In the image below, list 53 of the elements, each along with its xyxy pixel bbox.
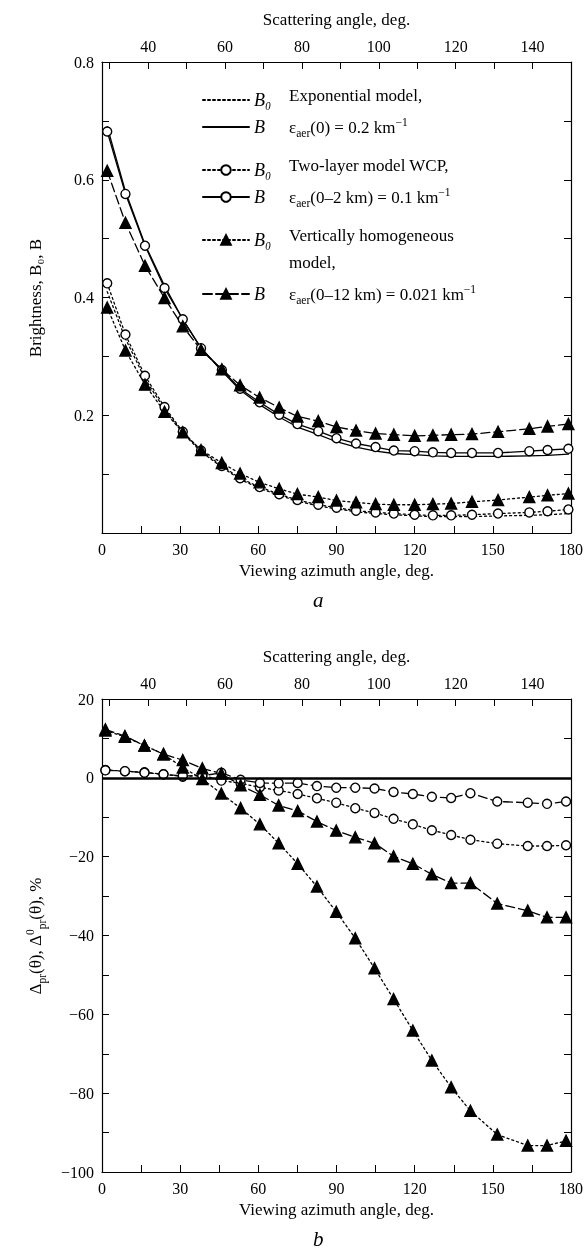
legend-label: B xyxy=(254,117,265,137)
x-tick-label: 90 xyxy=(328,540,345,558)
text: a xyxy=(313,588,324,613)
legend-label: B₀ xyxy=(254,90,272,110)
x2-tick-label: 120 xyxy=(443,674,468,692)
y-tick-label: −40 xyxy=(68,927,94,944)
x-tick-label: 90 xyxy=(328,1179,345,1197)
legend-label: B xyxy=(254,284,265,304)
y-tick-label: −80 xyxy=(68,1084,94,1102)
y-axis-title: Brightness, B₀, B xyxy=(26,238,47,357)
x2-tick-label: 100 xyxy=(366,674,391,692)
x2-axis-title: Scattering angle, deg. xyxy=(262,10,411,29)
annotation: Two-layer model WCP, ε$_{aer}$(0–2 km) = 0.1 km$^{−1}$ xyxy=(289,155,451,213)
x2-tick-label: 120 xyxy=(443,37,468,55)
x2-tick-label: 80 xyxy=(293,37,310,55)
annotation: Vertically homogeneous model, ε$_{aer}$(0–12 km) = 0.021 km$^{−1}$ xyxy=(289,225,477,310)
x-tick-label: 30 xyxy=(172,540,189,558)
y-tick-label: 20 xyxy=(78,690,94,708)
x2-tick-label: 60 xyxy=(217,37,234,55)
x2-tick-label: 140 xyxy=(520,37,545,55)
text: b xyxy=(313,1227,324,1252)
y-tick-label: −60 xyxy=(68,1005,94,1023)
y-tick-label: 0.2 xyxy=(74,406,94,424)
x2-tick-label: 60 xyxy=(217,674,234,692)
x-tick-label: 30 xyxy=(172,1179,189,1197)
x-tick-label: 120 xyxy=(402,540,427,558)
y-tick-label: 0.8 xyxy=(74,53,94,71)
y-tick-label: 0.6 xyxy=(74,171,94,189)
x2-axis-title: Scattering angle, deg. xyxy=(262,647,411,666)
annotation: Exponential model, ε$_{aer}$(0) = 0.2 km$^{−1}$ xyxy=(289,85,423,143)
x-axis-title: Viewing azimuth angle, deg. xyxy=(239,1199,434,1219)
x-tick-label: 150 xyxy=(480,1179,505,1197)
x-tick-label: 60 xyxy=(250,1179,267,1197)
x2-tick-label: 100 xyxy=(366,37,391,55)
y-tick-label: 0.4 xyxy=(74,289,94,306)
y-tick-label: 0 xyxy=(86,769,94,787)
x-tick-label: 0 xyxy=(98,540,106,558)
y-tick-label: −20 xyxy=(68,848,94,866)
x2-tick-label: 40 xyxy=(140,37,157,55)
x2-tick-label: 140 xyxy=(520,674,545,692)
x-tick-label: 180 xyxy=(559,1179,583,1197)
y-tick-label: −100 xyxy=(60,1163,94,1181)
x-axis-title: Viewing azimuth angle, deg. xyxy=(239,560,434,580)
legend-label: B₀ xyxy=(254,230,272,250)
x-tick-label: 180 xyxy=(559,540,583,558)
legend-label: B xyxy=(254,187,265,207)
x2-tick-label: 40 xyxy=(140,674,157,692)
x-tick-label: 60 xyxy=(250,540,267,558)
x-tick-label: 0 xyxy=(98,1179,106,1197)
x-tick-label: 120 xyxy=(402,1179,427,1197)
x-tick-label: 150 xyxy=(480,540,505,558)
x2-tick-label: 80 xyxy=(293,674,310,692)
legend-label: B₀ xyxy=(254,160,272,180)
